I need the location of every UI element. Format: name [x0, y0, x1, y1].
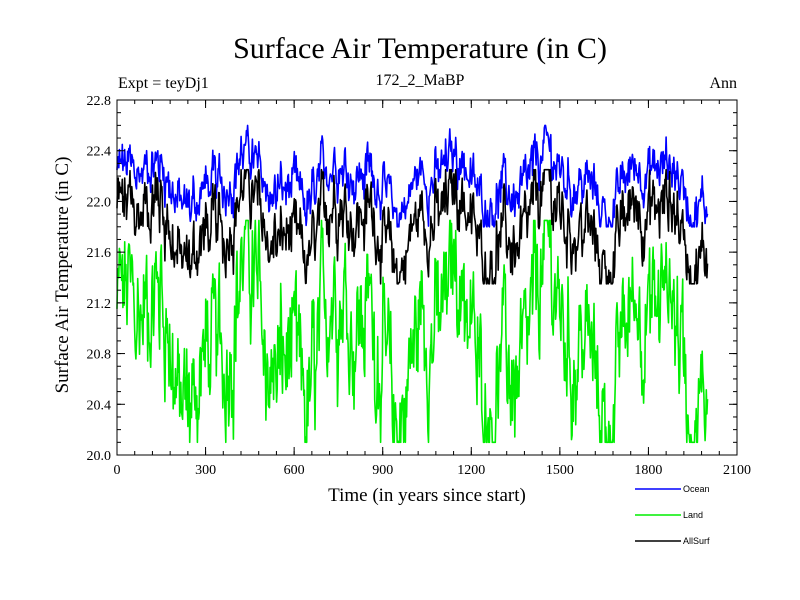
legend: Ocean Land AllSurf	[635, 484, 710, 546]
y-tick-label: 20.4	[87, 398, 112, 413]
x-tick-label: 900	[372, 463, 393, 478]
expt-label: Expt = teyDj1	[118, 75, 209, 92]
x-tick-label: 1800	[634, 463, 662, 478]
legend-label-ocean: Ocean	[683, 484, 710, 494]
legend-label-allsurf: AllSurf	[683, 536, 710, 546]
y-tick-label: 20.8	[87, 348, 112, 363]
y-axis-label: Surface Air Temperature (in C)	[52, 157, 73, 394]
x-axis-label: Time (in years since start)	[328, 485, 526, 506]
season-label: Ann	[709, 75, 737, 92]
x-tick-label: 1500	[546, 463, 574, 478]
x-tick-label: 0	[114, 463, 121, 478]
axes-layer: 0 300 600 900 1200 1500 1800 2100 20.0 20.4 20.8 21…	[87, 94, 752, 478]
y-tick-label: 22.8	[87, 94, 112, 109]
x-tick-label: 1200	[457, 463, 485, 478]
x-tick-label: 2100	[723, 463, 751, 478]
chart-subtitle: 172_2_MaBP	[376, 72, 465, 89]
x-tick-label: 300	[195, 463, 216, 478]
series-layer	[116, 124, 709, 444]
y-tick-label: 22.0	[87, 195, 112, 210]
y-tick-label: 21.6	[87, 246, 112, 261]
series-line-ocean	[116, 124, 709, 228]
y-tick-label: 21.2	[87, 297, 112, 312]
y-tick-label: 22.4	[87, 145, 112, 160]
chart-title: Surface Air Temperature (in C)	[233, 32, 607, 65]
series-line-land	[116, 219, 709, 444]
y-tick-label: 20.0	[87, 449, 112, 464]
legend-label-land: Land	[683, 510, 703, 520]
series-line-allsurf	[116, 168, 709, 285]
x-tick-label: 600	[284, 463, 305, 478]
